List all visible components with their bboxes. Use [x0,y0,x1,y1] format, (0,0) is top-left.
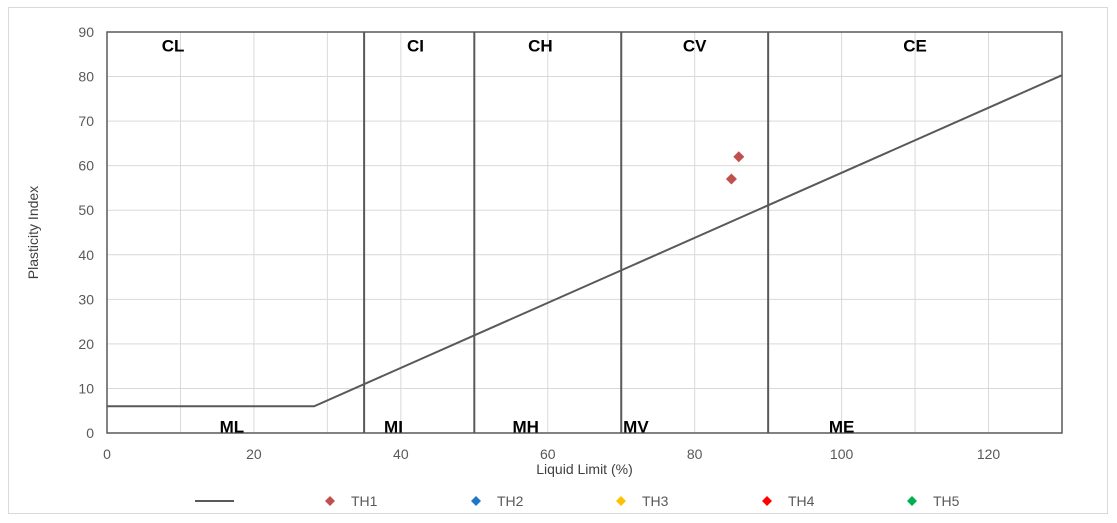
chart-frame [8,7,1108,514]
legend-marker-th5 [907,496,917,506]
a-line [107,74,1063,408]
legend-marker-th4 [762,496,772,506]
y-tick-label: 40 [78,247,94,263]
y-tick-label: 90 [78,24,94,40]
data-point-th1 [725,173,737,185]
x-tick-label: 0 [103,446,111,462]
legend-label-th4: TH4 [788,493,815,509]
legend-label-th5: TH5 [933,493,960,509]
zone-label-me: ME [829,417,855,436]
x-tick-label: 20 [246,446,262,462]
zone-label-mv: MV [623,417,649,436]
plot-area-border [106,31,1063,434]
y-tick-label: 20 [78,336,94,352]
y-tick-label: 0 [86,425,94,441]
y-tick-label: 70 [78,113,94,129]
data-point-th1 [733,151,745,163]
legend-label-th1: TH1 [351,493,378,509]
x-tick-label: 120 [977,446,1001,462]
zone-label-cl: CL [162,36,185,55]
y-tick-label: 60 [78,158,94,174]
legend-label-th3: TH3 [642,493,669,509]
x-tick-label: 100 [830,446,854,462]
x-axis-title: Liquid Limit (%) [536,461,632,477]
zone-label-ch: CH [528,36,553,55]
y-axis-title: Plasticity Index [25,186,41,279]
zone-label-mh: MH [513,417,539,436]
y-tick-label: 80 [78,69,94,85]
y-tick-label: 50 [78,202,94,218]
y-tick-label: 30 [78,291,94,307]
legend-marker-th2 [471,496,481,506]
zone-label-ce: CE [903,36,927,55]
legend-label-th2: TH2 [497,493,524,509]
x-tick-label: 40 [393,446,409,462]
x-tick-label: 80 [687,446,703,462]
legend-marker-th1 [325,496,335,506]
x-tick-label: 60 [540,446,556,462]
zone-label-mi: MI [384,417,403,436]
zone-label-ci: CI [407,36,424,55]
zone-label-cv: CV [683,36,707,55]
y-tick-label: 10 [78,380,94,396]
legend-marker-th3 [616,496,626,506]
zone-label-ml: ML [220,417,245,436]
